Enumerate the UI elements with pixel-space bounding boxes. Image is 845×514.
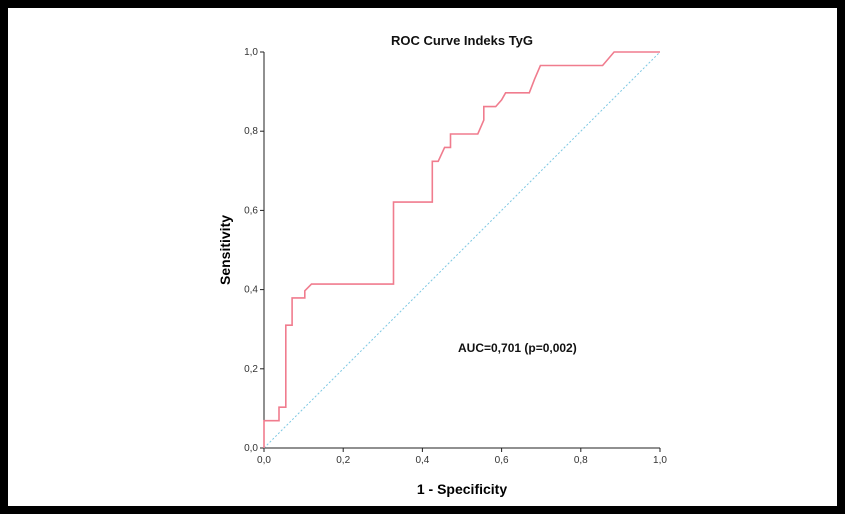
x-tick-label: 0,6	[495, 455, 509, 466]
x-tick-label: 0,4	[415, 455, 429, 466]
y-tick-label: 0,4	[244, 285, 258, 296]
y-tick-label: 1,0	[244, 47, 258, 58]
x-tick-label: 1,0	[653, 455, 667, 466]
y-tick-label: 0,6	[244, 205, 258, 216]
axes: 0,0 0,2 0,4 0,6 0,8 1,0 0,0 0,2 0,4 0,6 0,8 1,0	[244, 47, 667, 466]
y-axis-title: Sensitivity	[217, 215, 233, 285]
auc-annotation: AUC=0,701 (p=0,002)	[458, 341, 577, 355]
chart-title: ROC Curve Indeks TyG	[391, 33, 533, 48]
roc-curve-line	[263, 51, 660, 448]
x-tick-label: 0,2	[336, 455, 350, 466]
y-tick-label: 0,0	[244, 443, 258, 454]
x-axis-title: 1 - Specificity	[417, 481, 507, 497]
x-tick-label: 0,8	[574, 455, 588, 466]
y-tick-label: 0,8	[244, 126, 258, 137]
x-tick-label: 0,0	[257, 455, 271, 466]
reference-diagonal-line	[263, 51, 661, 449]
series-layer	[263, 51, 661, 449]
chart-frame: ROC Curve Indeks TyG 0,0 0,2 0,4 0,6 0,8 1,0 0…	[8, 8, 837, 506]
y-tick-label: 0,2	[244, 364, 258, 375]
roc-chart: ROC Curve Indeks TyG 0,0 0,2 0,4 0,6 0,8 1,00…	[217, 33, 667, 497]
